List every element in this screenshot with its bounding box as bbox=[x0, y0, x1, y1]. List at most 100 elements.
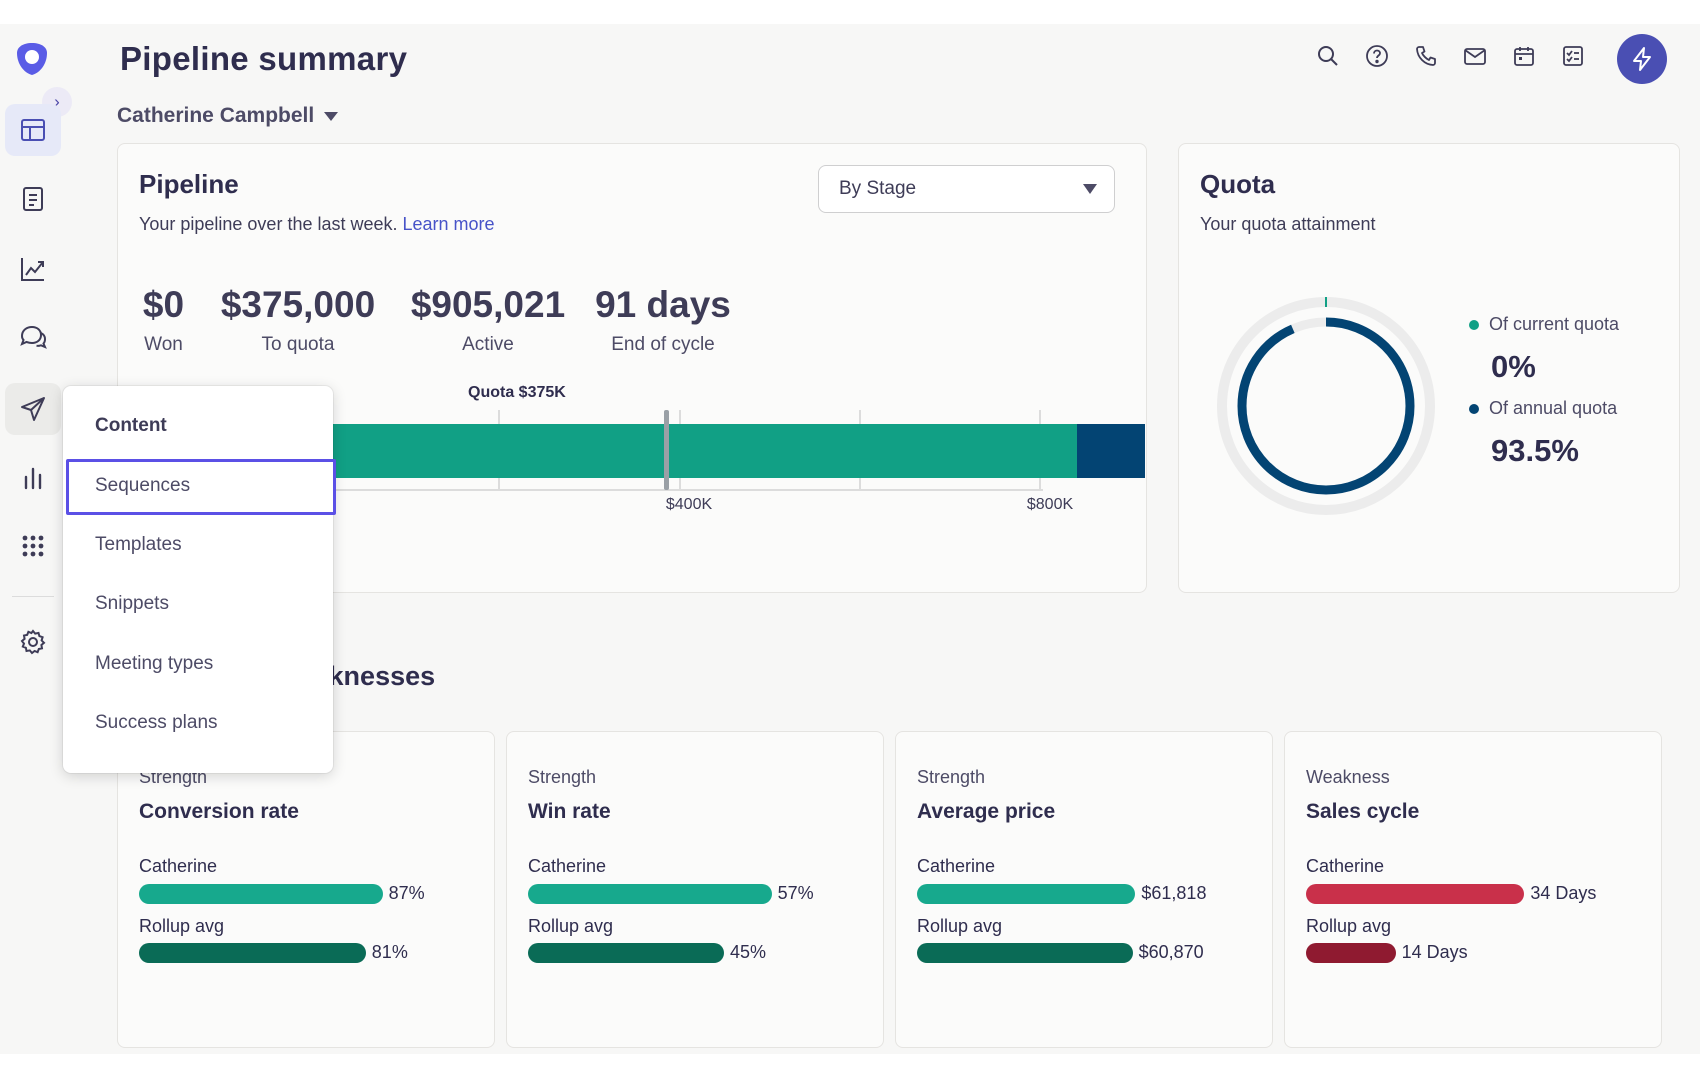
help-button[interactable] bbox=[1359, 38, 1395, 74]
sw-card: Strength Average price Catherine $61,818… bbox=[895, 731, 1273, 1048]
you-value: 87% bbox=[388, 883, 425, 903]
pipeline-subtitle-text: Your pipeline over the last week. bbox=[139, 214, 398, 234]
tasks-button[interactable] bbox=[1555, 38, 1591, 74]
owner-selector[interactable]: Catherine Campbell bbox=[117, 104, 339, 128]
dashboard-icon bbox=[21, 119, 45, 141]
sidebar-item-documents[interactable] bbox=[5, 173, 61, 225]
donut-outer-track bbox=[1217, 297, 1435, 515]
legend-dot bbox=[1469, 403, 1479, 414]
analytics-icon bbox=[21, 258, 44, 281]
document-icon bbox=[23, 187, 43, 211]
sw-card: Weakness Sales cycle Catherine 34 Days R… bbox=[1284, 731, 1662, 1048]
sw-card: Strength Conversion rate Catherine 87% R… bbox=[117, 731, 495, 1048]
rail-divider bbox=[12, 596, 54, 597]
avg-value: $60,870 bbox=[1138, 942, 1204, 962]
quota-marker-label: Quota $375K bbox=[468, 384, 566, 401]
search-button[interactable] bbox=[1310, 38, 1346, 74]
pipeline-bar-late-stage[interactable] bbox=[1077, 424, 1145, 478]
avg-bar bbox=[917, 943, 1133, 963]
reports-icon bbox=[24, 467, 42, 490]
avg-bar bbox=[139, 943, 366, 963]
metric-value: $0 bbox=[142, 284, 185, 325]
you-value: 57% bbox=[777, 883, 814, 903]
menu-item-sequences[interactable]: Sequences bbox=[95, 475, 191, 496]
sidebar-item-reports[interactable] bbox=[5, 452, 61, 504]
conversations-icon bbox=[20, 325, 47, 349]
menu-item-snippets[interactable]: Snippets bbox=[95, 593, 169, 614]
owner-name: Catherine Campbell bbox=[117, 104, 315, 127]
pipeline-card: Pipeline Your pipeline over the last wee… bbox=[117, 143, 1147, 593]
menu-item-templates[interactable]: Templates bbox=[95, 534, 182, 555]
sw-kind: Strength bbox=[528, 767, 597, 787]
pipeline-subtitle: Your pipeline over the last week. Learn … bbox=[139, 214, 495, 235]
menu-item-success-plans[interactable]: Success plans bbox=[95, 712, 218, 733]
current-quota-value: 0% bbox=[1491, 349, 1536, 384]
send-icon bbox=[21, 397, 45, 421]
sidebar-item-engage[interactable] bbox=[5, 383, 61, 435]
avg-label: Rollup avg bbox=[1306, 916, 1392, 936]
you-label: Catherine bbox=[528, 856, 607, 876]
avg-value: 81% bbox=[371, 942, 408, 962]
calendar-button[interactable] bbox=[1506, 38, 1542, 74]
left-rail: › bbox=[0, 24, 72, 1054]
quota-subtitle: Your quota attainment bbox=[1200, 214, 1376, 234]
sidebar-item-conversations[interactable] bbox=[5, 311, 61, 363]
menu-item-meeting-types[interactable]: Meeting types bbox=[95, 653, 214, 674]
quick-actions-button[interactable] bbox=[1617, 34, 1667, 84]
sidebar-item-analytics[interactable] bbox=[5, 243, 61, 295]
caret-down-icon bbox=[324, 111, 339, 121]
you-label: Catherine bbox=[1306, 856, 1385, 876]
menu-header: Content bbox=[95, 415, 167, 436]
legend-label: Of current quota bbox=[1489, 314, 1620, 334]
sidebar-item-apps[interactable] bbox=[5, 520, 61, 572]
sw-title: Win rate bbox=[528, 800, 611, 823]
caret-down-icon bbox=[1083, 184, 1097, 194]
pipeline-bar-active[interactable] bbox=[328, 424, 1078, 478]
quota-title: Quota bbox=[1200, 169, 1276, 199]
pipeline-chart: Quota $375K $400K $800K bbox=[118, 384, 1148, 513]
help-icon bbox=[1366, 45, 1388, 67]
quota-marker-line bbox=[664, 410, 670, 490]
avg-value: 14 Days bbox=[1401, 942, 1468, 962]
sw-kind: Weakness bbox=[1306, 767, 1390, 787]
donut-annual-arc bbox=[1237, 317, 1415, 495]
chart-axis bbox=[328, 489, 1043, 491]
chevron-right-icon: › bbox=[54, 92, 60, 111]
sw-title: Conversion rate bbox=[139, 800, 299, 823]
tick-label: $800K bbox=[1026, 496, 1074, 513]
metric-label: Won bbox=[144, 334, 183, 355]
you-bar bbox=[139, 884, 383, 904]
avg-label: Rollup avg bbox=[139, 916, 225, 936]
pipeline-title: Pipeline bbox=[139, 169, 239, 199]
metric-won: $0 Won bbox=[121, 284, 206, 356]
sw-kind: Strength bbox=[917, 767, 986, 787]
avg-label: Rollup avg bbox=[917, 916, 1003, 936]
annual-quota-value: 93.5% bbox=[1491, 433, 1579, 468]
stage-filter-select[interactable]: By Stage bbox=[818, 165, 1115, 213]
sw-title: Average price bbox=[917, 800, 1056, 823]
header-actions bbox=[1310, 38, 1591, 74]
metric-value: $905,021 bbox=[410, 284, 566, 325]
tick-label: $400K bbox=[665, 496, 713, 513]
metric-value: 91 days bbox=[595, 284, 731, 325]
you-value: 34 Days bbox=[1530, 883, 1597, 903]
metric-label: To quota bbox=[261, 334, 335, 355]
legend-annual: Of annual quota 93.5% bbox=[1469, 398, 1617, 469]
you-bar bbox=[1306, 884, 1525, 904]
avg-value: 45% bbox=[730, 942, 767, 962]
sidebar-item-dashboard[interactable] bbox=[5, 104, 61, 156]
phone-button[interactable] bbox=[1408, 38, 1444, 74]
you-bar bbox=[917, 884, 1136, 904]
avg-label: Rollup avg bbox=[528, 916, 614, 936]
avg-bar bbox=[528, 943, 724, 963]
mail-button[interactable] bbox=[1457, 38, 1493, 74]
quota-donut-chart bbox=[1217, 297, 1435, 515]
metric-active: $905,021 Active bbox=[398, 284, 578, 356]
learn-more-link[interactable]: Learn more bbox=[402, 214, 495, 234]
you-value: $61,818 bbox=[1141, 883, 1207, 903]
app: › bbox=[0, 24, 1700, 1054]
you-label: Catherine bbox=[917, 856, 996, 876]
sidebar-item-settings[interactable] bbox=[5, 616, 61, 668]
logo-icon[interactable] bbox=[13, 40, 51, 78]
settings-icon bbox=[20, 629, 46, 655]
